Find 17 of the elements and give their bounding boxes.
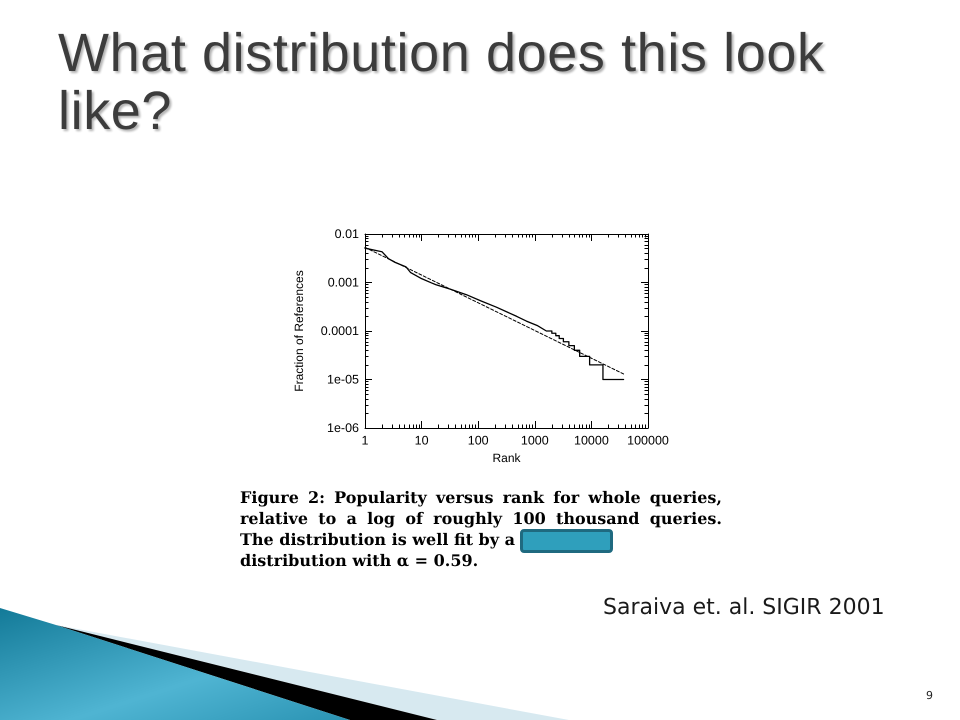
- y-tick-label: 1e-05: [327, 372, 360, 386]
- x-axis-title: Rank: [492, 451, 522, 465]
- text: Saraiva et. al. SIGIR 2001: [603, 595, 885, 620]
- x-tick-label: 100: [468, 434, 489, 448]
- x-tick-label: 100000: [627, 434, 669, 448]
- y-tick-label: 0.0001: [320, 324, 360, 338]
- y-tick-label: 0.001: [328, 276, 360, 290]
- text: 9: [926, 689, 933, 702]
- x-tick-label: 1: [362, 434, 369, 448]
- chart-title: What distribution does this look like?: [58, 23, 826, 141]
- y-axis-title: Fraction of References: [292, 270, 306, 392]
- x-tick-label: 1000: [520, 434, 549, 448]
- x-tick-label: 10: [414, 434, 429, 448]
- x-tick-label: 10000: [574, 434, 609, 448]
- y-tick-label: 0.01: [334, 227, 360, 241]
- y-tick-label: 1e-06: [327, 421, 360, 435]
- text: distribution with α = 0.59.: [240, 551, 478, 570]
